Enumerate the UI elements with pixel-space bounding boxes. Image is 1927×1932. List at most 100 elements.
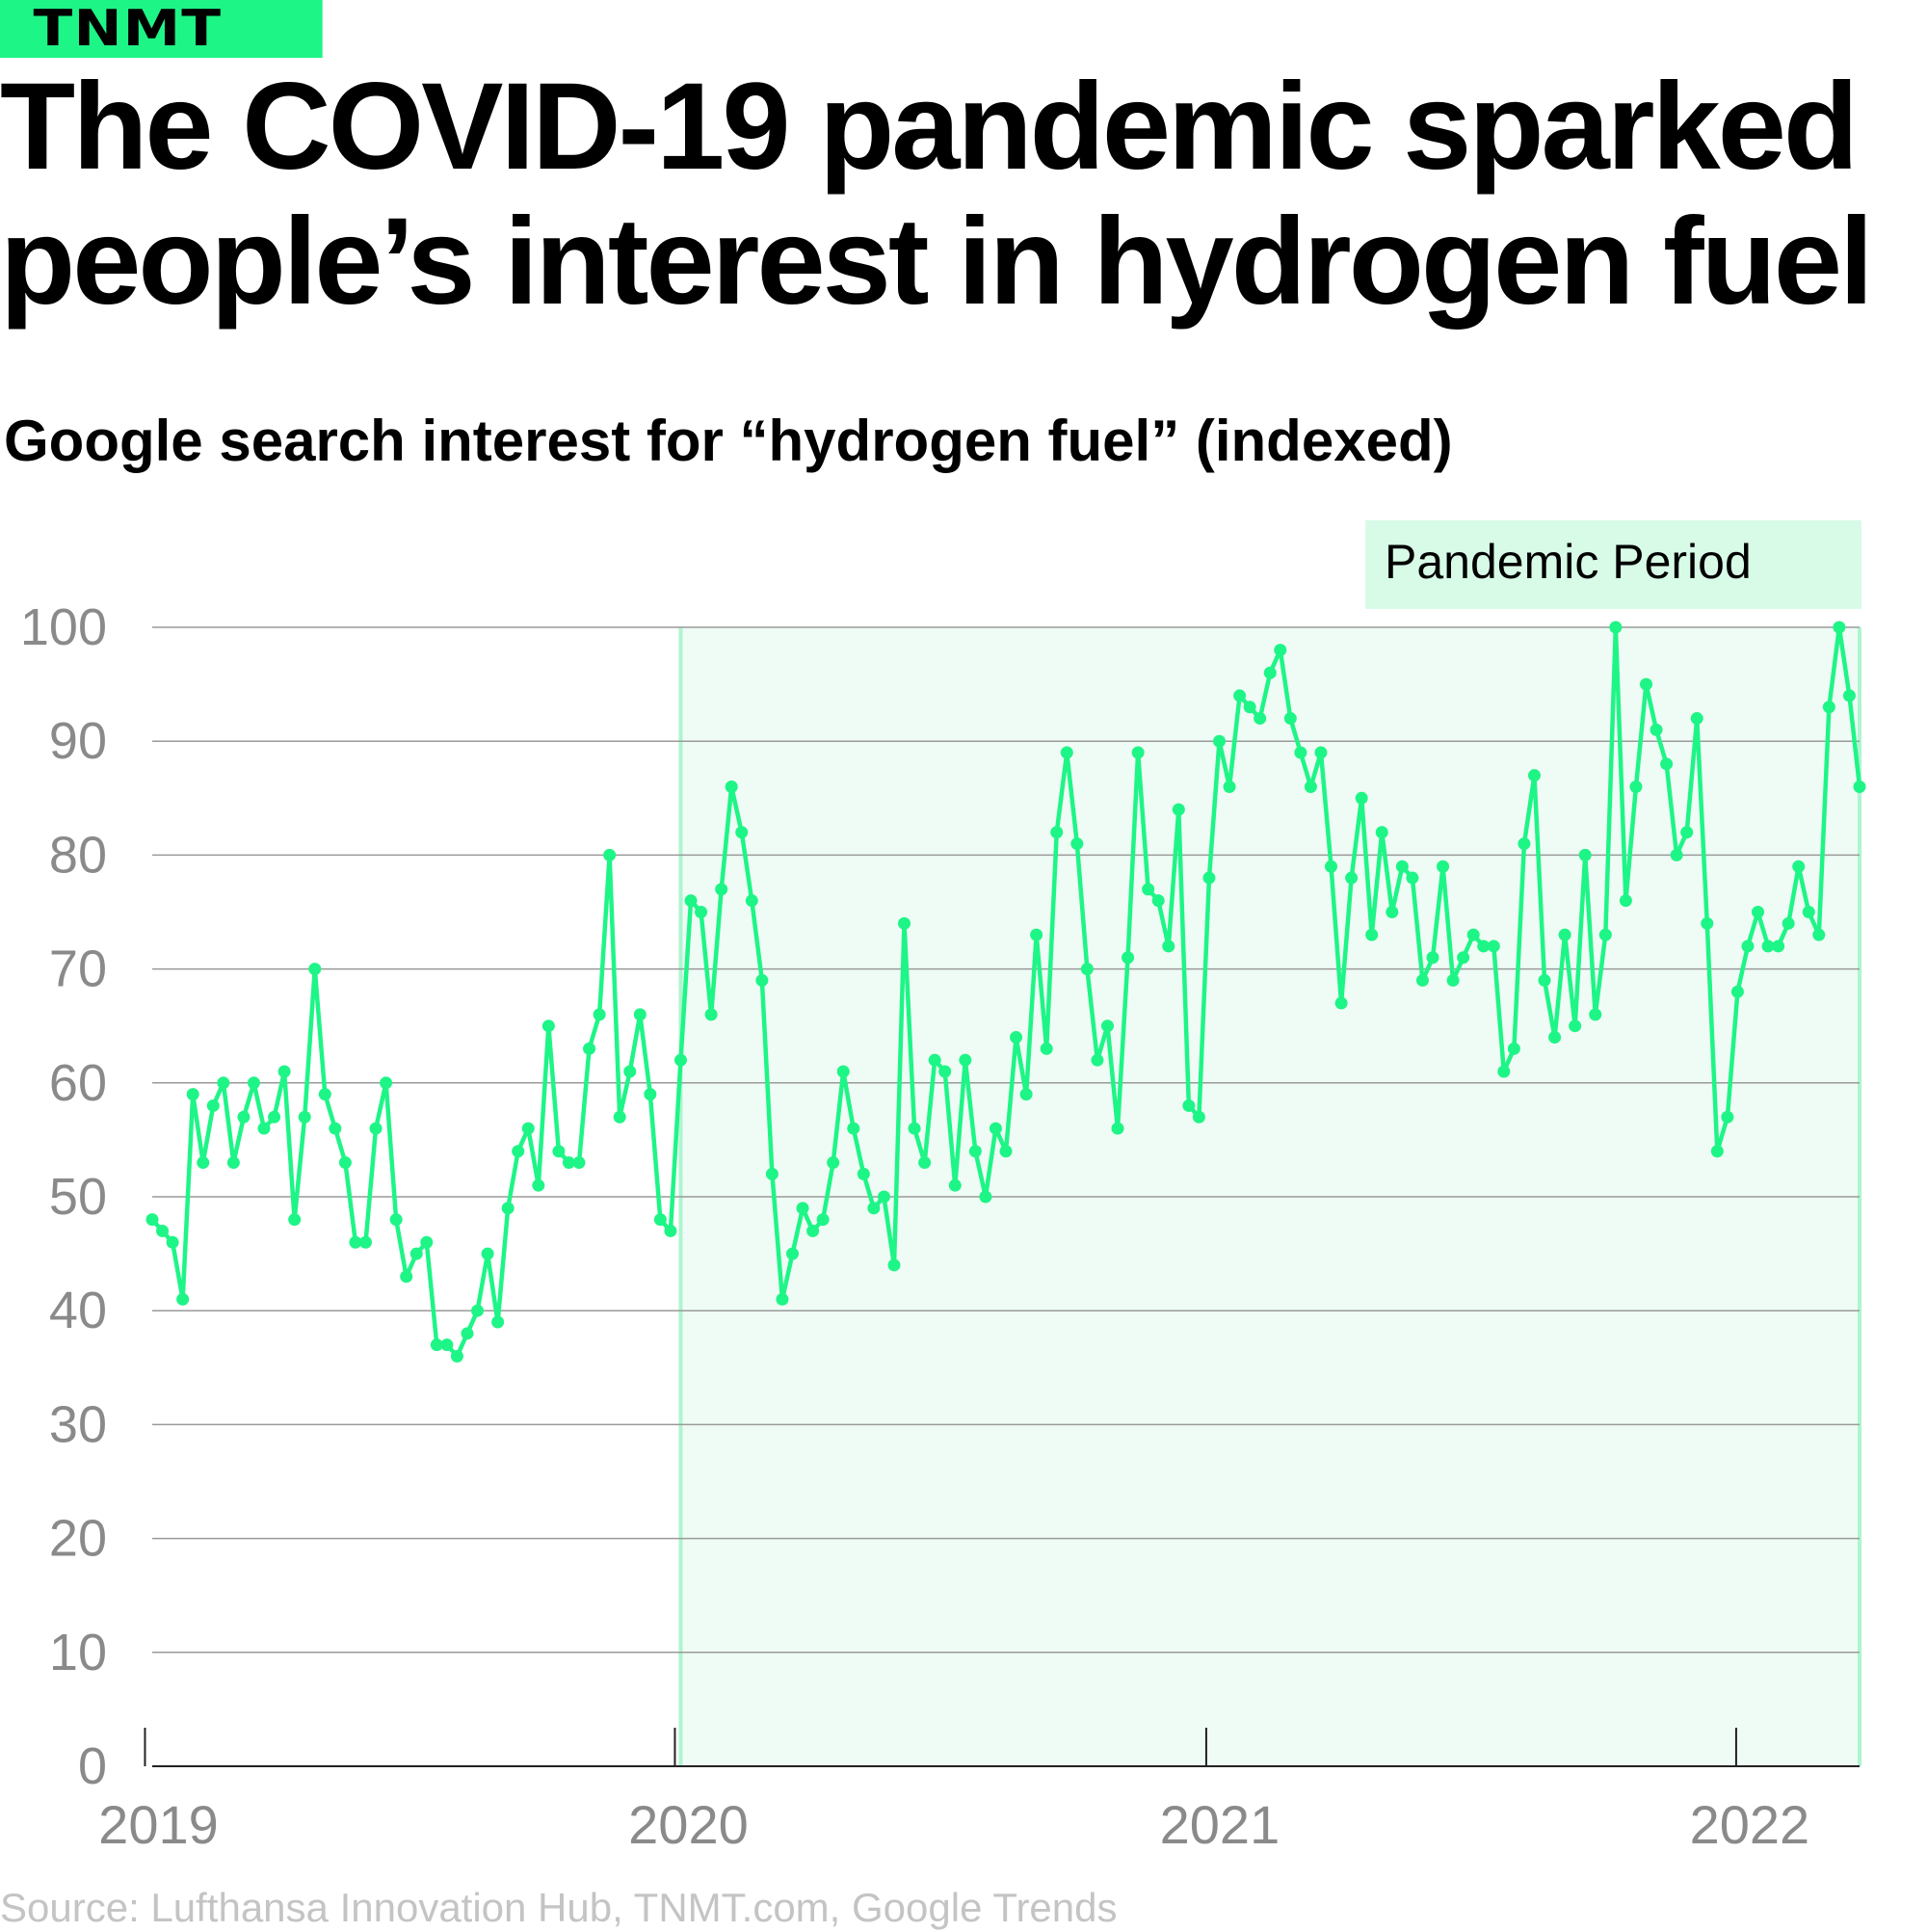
data-point bbox=[1802, 906, 1815, 918]
y-tick-label: 60 bbox=[49, 1054, 107, 1112]
data-point bbox=[1030, 928, 1043, 941]
data-point bbox=[481, 1247, 494, 1260]
data-point bbox=[1578, 848, 1592, 861]
data-point bbox=[918, 1156, 932, 1170]
data-point bbox=[928, 1053, 941, 1067]
data-point bbox=[1202, 871, 1216, 885]
data-point bbox=[1660, 757, 1674, 771]
data-point bbox=[1680, 826, 1694, 839]
data-point bbox=[1772, 940, 1785, 953]
data-point bbox=[948, 1178, 962, 1192]
data-point bbox=[471, 1304, 485, 1317]
data-point bbox=[613, 1110, 626, 1124]
data-point bbox=[1325, 860, 1338, 873]
data-point bbox=[908, 1122, 921, 1135]
data-point bbox=[521, 1122, 535, 1135]
data-point bbox=[217, 1076, 230, 1090]
data-point bbox=[664, 1224, 677, 1237]
data-point bbox=[968, 1145, 982, 1158]
data-point bbox=[1263, 666, 1277, 679]
data-point bbox=[1497, 1065, 1511, 1078]
data-point bbox=[268, 1110, 281, 1124]
data-point bbox=[338, 1156, 352, 1170]
data-point bbox=[867, 1202, 881, 1215]
data-point bbox=[1426, 951, 1439, 965]
data-point bbox=[1812, 928, 1826, 941]
data-point bbox=[877, 1190, 890, 1204]
line-chart: Pandemic Period 0 10 20 30 40 50 60 70 80 90 100 2… bbox=[20, 520, 1866, 1855]
data-point bbox=[898, 916, 911, 930]
chart-subtitle: Google search interest for “hydrogen fue… bbox=[4, 409, 1453, 473]
data-point bbox=[380, 1076, 393, 1090]
data-point bbox=[369, 1122, 383, 1135]
data-point bbox=[1100, 1019, 1114, 1033]
data-point bbox=[695, 906, 708, 918]
data-point bbox=[796, 1202, 809, 1215]
data-point bbox=[1142, 883, 1155, 896]
data-point bbox=[776, 1292, 789, 1306]
x-tick-label: 2019 bbox=[98, 1794, 219, 1855]
data-point bbox=[166, 1235, 179, 1249]
data-point bbox=[145, 1213, 159, 1227]
data-point bbox=[1466, 928, 1480, 941]
data-point bbox=[1761, 940, 1775, 953]
data-point bbox=[1050, 826, 1064, 839]
data-point bbox=[1080, 963, 1094, 976]
y-tick-label: 50 bbox=[49, 1168, 107, 1226]
data-point bbox=[1527, 769, 1541, 782]
data-point bbox=[1334, 996, 1348, 1010]
data-point bbox=[359, 1235, 372, 1249]
data-point bbox=[816, 1213, 830, 1227]
data-point bbox=[836, 1065, 850, 1078]
data-point bbox=[512, 1145, 525, 1158]
data-point bbox=[1406, 871, 1419, 885]
data-point bbox=[1122, 951, 1135, 965]
data-point bbox=[186, 1088, 199, 1101]
data-point bbox=[1507, 1042, 1520, 1055]
data-point bbox=[1091, 1053, 1104, 1067]
data-point bbox=[501, 1202, 515, 1215]
data-point bbox=[1833, 621, 1846, 634]
data-point bbox=[1730, 985, 1744, 998]
data-point bbox=[532, 1178, 545, 1192]
data-point bbox=[1589, 1008, 1602, 1021]
data-point bbox=[989, 1122, 1002, 1135]
data-point bbox=[1314, 746, 1328, 759]
data-point bbox=[735, 826, 749, 839]
data-point bbox=[277, 1065, 291, 1078]
data-point bbox=[329, 1122, 342, 1135]
x-tick-label: 2020 bbox=[628, 1794, 749, 1855]
data-point bbox=[1040, 1042, 1053, 1055]
data-point bbox=[1782, 916, 1795, 930]
y-tick-label: 80 bbox=[49, 826, 107, 884]
data-point bbox=[461, 1327, 474, 1340]
data-point bbox=[318, 1088, 331, 1101]
data-point bbox=[1010, 1031, 1023, 1045]
y-tick-label: 90 bbox=[49, 712, 107, 770]
data-point bbox=[1752, 906, 1765, 918]
data-point bbox=[1792, 860, 1806, 873]
data-point bbox=[1070, 837, 1084, 851]
data-point bbox=[420, 1235, 434, 1249]
data-point bbox=[1386, 906, 1399, 918]
data-point bbox=[308, 963, 322, 976]
data-point bbox=[1538, 973, 1551, 987]
data-point bbox=[562, 1156, 575, 1170]
data-point bbox=[409, 1247, 423, 1260]
data-point bbox=[847, 1122, 860, 1135]
data-point bbox=[1151, 894, 1165, 908]
data-point bbox=[1598, 928, 1612, 941]
pandemic-period-label: Pandemic Period bbox=[1385, 535, 1752, 589]
data-point bbox=[1710, 1145, 1724, 1158]
data-point bbox=[1172, 803, 1185, 816]
data-point bbox=[1375, 826, 1388, 839]
x-axis: 2019 2020 2021 2022 bbox=[98, 1728, 1860, 1855]
data-point bbox=[1487, 940, 1500, 953]
chart-title: The COVID-19 pandemic sparked people’s i… bbox=[0, 58, 1874, 331]
data-point bbox=[704, 1008, 718, 1021]
data-point bbox=[400, 1270, 413, 1284]
data-point bbox=[999, 1145, 1013, 1158]
data-point bbox=[1548, 1031, 1562, 1045]
data-point bbox=[1518, 837, 1531, 851]
data-point bbox=[1254, 712, 1267, 726]
